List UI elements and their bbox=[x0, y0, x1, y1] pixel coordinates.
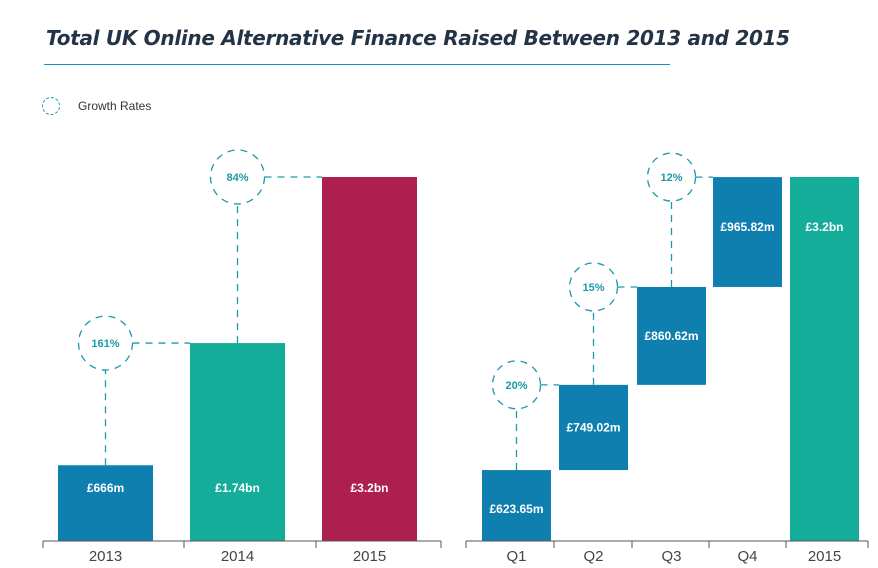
bar-2015 bbox=[322, 177, 417, 541]
bar-value-label: £666m bbox=[87, 481, 124, 495]
x-tick-label: Q4 bbox=[737, 548, 757, 565]
bar-2013 bbox=[58, 465, 153, 541]
bar-2014 bbox=[190, 343, 285, 541]
growth-rate-circle bbox=[568, 262, 619, 312]
x-tick-label: 2013 bbox=[89, 548, 122, 565]
bar-value-label: £623.65m bbox=[489, 502, 543, 516]
bar-value-label: £860.62m bbox=[644, 329, 698, 343]
legend: Growth Rates bbox=[42, 96, 151, 116]
growth-rate-circle bbox=[646, 152, 697, 202]
x-tick-label: 2015 bbox=[808, 548, 841, 565]
x-tick-label: 2014 bbox=[221, 548, 254, 565]
x-tick-label: Q2 bbox=[583, 548, 603, 565]
x-tick-label: Q1 bbox=[506, 548, 526, 565]
title-underline bbox=[44, 64, 670, 65]
growth-rate-label: 15% bbox=[582, 282, 604, 294]
x-tick-label: 2015 bbox=[353, 548, 386, 565]
bar-value-label: £3.2bn bbox=[805, 220, 843, 234]
bar-value-label: £3.2bn bbox=[350, 481, 388, 495]
bar-value-label: £1.74bn bbox=[215, 481, 260, 495]
growth-rate-label: 84% bbox=[226, 172, 248, 184]
quarterly-chart: £623.65m £749.02m £860.62m £965.82m £3.2bn Q1… bbox=[465, 152, 869, 565]
waterfall-bar-Q1 bbox=[482, 470, 551, 541]
legend-label: Growth Rates bbox=[78, 99, 152, 113]
dashed-circle-icon bbox=[42, 97, 60, 115]
bar-value-label: £965.82m bbox=[720, 220, 774, 234]
waterfall-bar-2015 bbox=[790, 177, 859, 541]
growth-rate-circle bbox=[491, 360, 542, 410]
growth-rate-circle bbox=[209, 149, 266, 205]
x-tick-label: Q3 bbox=[661, 548, 681, 565]
annual-chart: £666m £1.74bn £3.2bn 2013 2014 2015 161% 84% bbox=[42, 149, 442, 565]
bar-value-label: £749.02m bbox=[566, 420, 620, 434]
chart-title: Total UK Online Alternative Finance Rais… bbox=[46, 26, 790, 50]
growth-rate-label: 161% bbox=[91, 338, 119, 350]
growth-rate-label: 12% bbox=[660, 172, 682, 184]
growth-rate-circle bbox=[77, 315, 134, 371]
growth-rate-label: 20% bbox=[505, 380, 527, 392]
waterfall-bar-Q4 bbox=[713, 177, 782, 287]
waterfall-bar-Q3 bbox=[637, 286, 706, 385]
waterfall-bar-Q2 bbox=[559, 384, 628, 471]
